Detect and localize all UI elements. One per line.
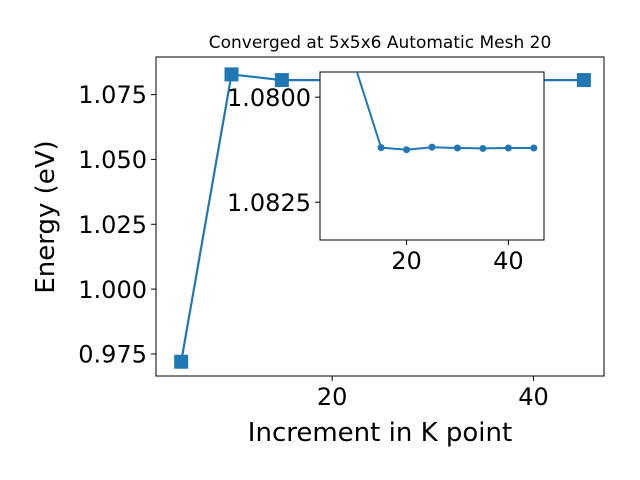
y-axis-label: Energy (eV): [31, 140, 61, 293]
main-y-tick-label: 1.000: [78, 276, 147, 304]
inset-plot-area: [319, 71, 545, 241]
inset-data-point: [453, 144, 461, 152]
main-axes: 20 40 0.975 1.000 1.025 1.050 1.075: [78, 81, 549, 411]
inset-series: [355, 72, 538, 154]
main-y-tick-label: 1.025: [78, 211, 147, 239]
inset-data-point: [530, 144, 538, 152]
inset-y-tick-label: 1.0825: [227, 189, 311, 217]
x-axis-label: Increment in K point: [248, 418, 512, 448]
inset-data-point: [428, 143, 436, 151]
main-data-point: [576, 73, 591, 88]
main-data-point: [274, 73, 289, 88]
inset-x-tick-label: 40: [493, 247, 524, 275]
chart-title: Converged at 5x5x6 Automatic Mesh 20: [209, 33, 552, 53]
inset-data-point: [403, 146, 411, 154]
main-x-tick-label: 40: [518, 383, 549, 411]
main-data-point: [224, 67, 239, 82]
inset-data-point: [479, 144, 487, 152]
inset-x-tick-label: 20: [391, 247, 422, 275]
inset-series-line: [355, 72, 534, 151]
inset-data-point: [504, 144, 512, 152]
inset-data-point: [377, 144, 385, 152]
main-y-tick-label: 0.975: [78, 341, 147, 369]
inset-y-tick-label: 1.0800: [227, 84, 311, 112]
main-data-point: [174, 354, 189, 369]
main-x-tick-label: 20: [317, 383, 348, 411]
inset-axes: 20 40 1.0800 1.0825: [227, 84, 524, 275]
main-y-tick-label: 1.050: [78, 146, 147, 174]
main-y-tick-label: 1.075: [78, 81, 147, 109]
